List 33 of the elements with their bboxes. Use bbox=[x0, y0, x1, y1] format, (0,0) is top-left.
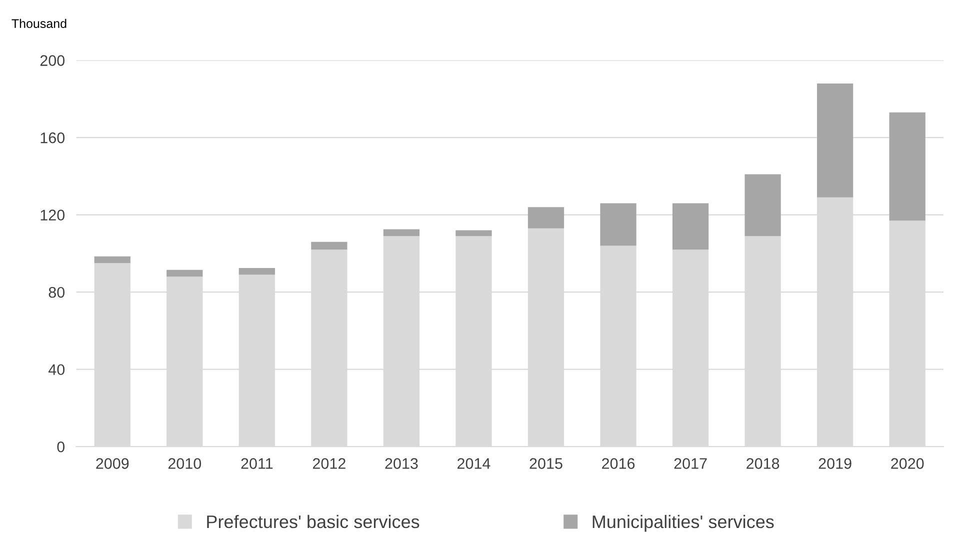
bar bbox=[889, 112, 926, 221]
bar bbox=[166, 270, 203, 277]
bar bbox=[600, 203, 636, 246]
y-tick-label: 160 bbox=[40, 132, 65, 144]
x-tick-label: 2012 bbox=[312, 458, 346, 469]
bar bbox=[744, 174, 781, 236]
x-tick-label: 2009 bbox=[96, 458, 129, 469]
legend-label: Municipalities' services bbox=[592, 514, 774, 532]
bar bbox=[311, 242, 348, 250]
y-tick-label: 120 bbox=[40, 210, 65, 220]
bar bbox=[672, 203, 709, 250]
x-tick-label: 2018 bbox=[746, 458, 780, 469]
legend-label: Prefectures' basic services bbox=[207, 514, 420, 528]
bar bbox=[383, 229, 420, 236]
x-tick-label: 2013 bbox=[385, 458, 418, 469]
x-tick-label: 2010 bbox=[168, 458, 202, 469]
bar bbox=[528, 207, 564, 228]
bar bbox=[817, 83, 854, 198]
bar bbox=[456, 230, 492, 236]
y-tick-label: 40 bbox=[48, 364, 65, 376]
x-tick-label: 2016 bbox=[602, 458, 635, 469]
x-tick-label: 2011 bbox=[241, 458, 273, 469]
x-tick-label: 2014 bbox=[457, 458, 490, 469]
bar bbox=[94, 256, 130, 264]
x-tick-label: 2020 bbox=[891, 458, 924, 469]
bar bbox=[238, 268, 275, 275]
y-tick-label: 0 bbox=[57, 441, 65, 452]
x-tick-label: 2015 bbox=[530, 458, 562, 469]
y-tick-label: 80 bbox=[48, 286, 65, 298]
x-tick-label: 2017 bbox=[674, 458, 707, 469]
y-axis-title: Thousand bbox=[12, 18, 66, 28]
y-tick-label: 200 bbox=[40, 55, 65, 66]
x-tick-label: 2019 bbox=[818, 458, 852, 469]
